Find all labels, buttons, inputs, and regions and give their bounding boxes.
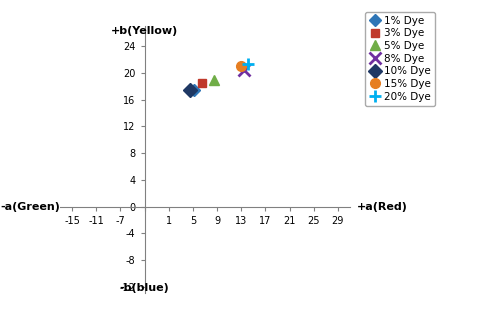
Text: +a(Red): +a(Red) (357, 201, 408, 212)
Text: +b(Yellow): +b(Yellow) (111, 26, 178, 36)
Text: -a(Green): -a(Green) (0, 201, 60, 212)
Legend: 1% Dye, 3% Dye, 5% Dye, 8% Dye, 10% Dye, 15% Dye, 20% Dye: 1% Dye, 3% Dye, 5% Dye, 8% Dye, 10% Dye,… (365, 12, 435, 106)
Text: -b(blue): -b(blue) (120, 283, 170, 293)
